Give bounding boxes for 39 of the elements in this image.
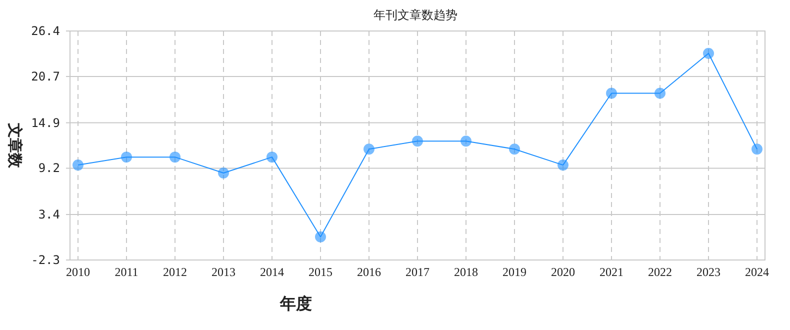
x-tick-label: 2017 bbox=[406, 265, 430, 279]
x-tick-label: 2010 bbox=[66, 265, 90, 279]
point bbox=[72, 160, 84, 171]
x-tick-label: 2019 bbox=[502, 265, 526, 279]
x-tick-label: 2012 bbox=[163, 265, 187, 279]
y-tick-label: 14.9 bbox=[31, 116, 60, 130]
point bbox=[606, 88, 617, 99]
point bbox=[752, 144, 762, 155]
y-tick-label: 9.2 bbox=[38, 161, 60, 176]
x-tick-label: 2023 bbox=[696, 265, 720, 279]
point bbox=[170, 152, 180, 163]
x-tick-label: 2014 bbox=[260, 265, 284, 279]
chart-title: 年刊文章数趋势 bbox=[374, 8, 458, 22]
point bbox=[558, 160, 568, 171]
y-tick-label: -2.3 bbox=[31, 253, 60, 267]
x-tick-label: 2015 bbox=[308, 265, 332, 279]
point bbox=[460, 136, 472, 147]
point bbox=[364, 144, 374, 155]
x-axis-title: 年度 bbox=[279, 294, 312, 313]
y-tick-label: 20.7 bbox=[31, 69, 60, 84]
point bbox=[315, 231, 326, 242]
point bbox=[266, 152, 278, 163]
y-axis-title: 文章数 bbox=[6, 122, 24, 169]
point bbox=[218, 168, 229, 179]
x-tick-label: 2022 bbox=[648, 265, 672, 279]
x-tick-label: 2020 bbox=[551, 265, 575, 279]
x-tick-label: 2013 bbox=[212, 265, 236, 279]
point bbox=[703, 48, 714, 59]
x-tick-label: 2024 bbox=[745, 265, 769, 279]
x-tick-label: 2011 bbox=[114, 265, 138, 279]
point bbox=[509, 144, 520, 155]
point bbox=[412, 136, 423, 147]
point bbox=[121, 152, 132, 163]
x-tick-label: 2021 bbox=[600, 265, 624, 279]
y-tick-label: 26.4 bbox=[31, 24, 60, 38]
x-tick-label: 2018 bbox=[454, 265, 478, 279]
x-tick-label: 2016 bbox=[357, 265, 381, 279]
point bbox=[654, 88, 666, 99]
y-tick-label: 3.4 bbox=[38, 208, 60, 222]
